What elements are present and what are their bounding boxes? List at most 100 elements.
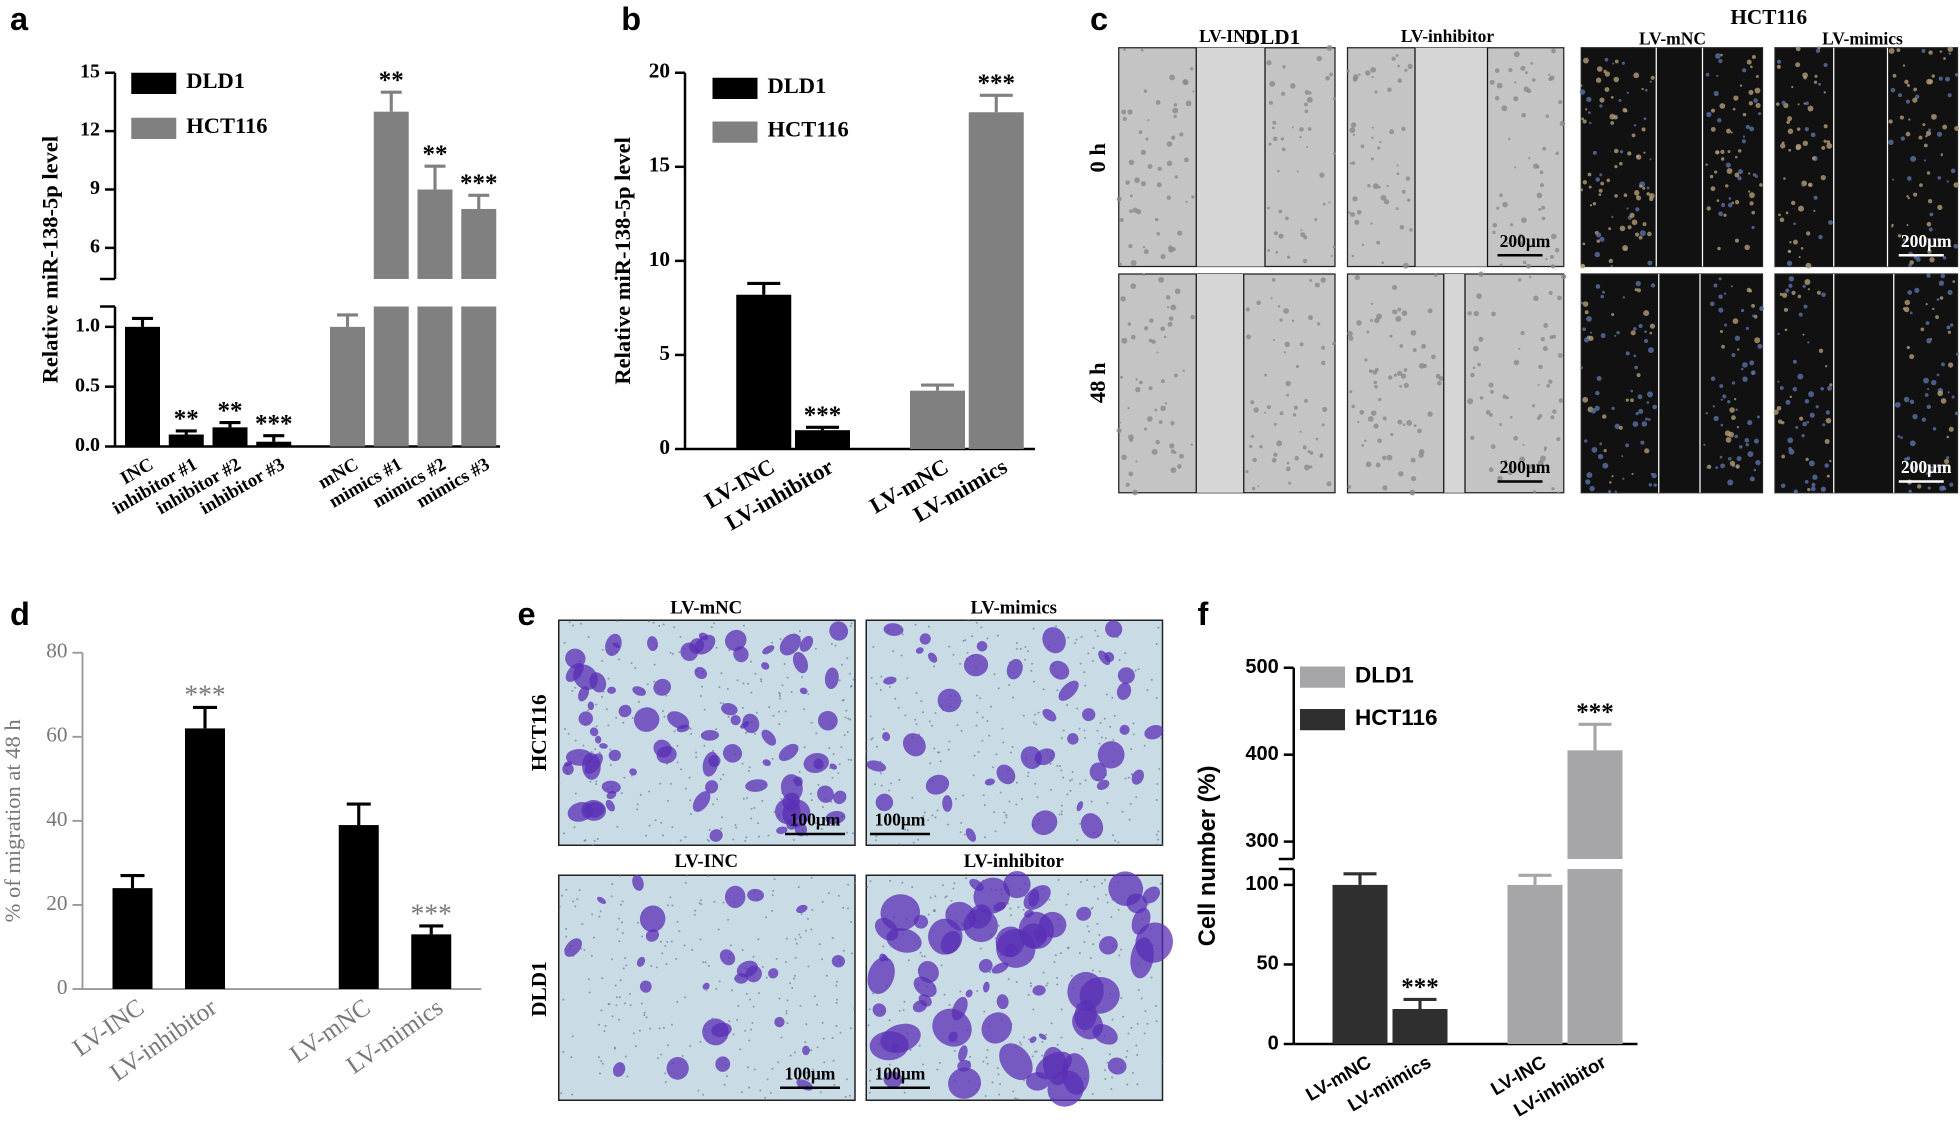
cell [1147,119,1150,122]
cell-blob [761,662,770,670]
cell [1433,273,1438,277]
pore [1071,771,1074,774]
cell [1170,467,1177,474]
pore [727,715,730,718]
cell [1492,230,1496,235]
cell [1807,487,1811,492]
cell [1421,343,1427,349]
pore [597,1056,600,1059]
pore [877,1075,880,1078]
cell [1732,107,1736,111]
pore [736,679,739,682]
pore [715,646,718,649]
cell [1888,119,1893,124]
cell [1939,296,1944,300]
cell [1541,216,1546,221]
cell [1541,205,1546,210]
cell [1906,195,1909,198]
cell [1594,405,1600,411]
cell [1251,486,1256,491]
cell [1604,57,1609,62]
cell [1729,407,1735,413]
pore [959,990,962,993]
pore [872,645,875,648]
cell [1751,303,1755,308]
cell [1271,457,1277,463]
cell-blob [1023,885,1051,910]
pore [684,881,687,884]
cell [1920,327,1925,332]
cell [1746,287,1752,293]
cell-blob [578,686,590,702]
pore [1118,954,1121,957]
error-bar [806,425,839,431]
cell [1919,183,1923,188]
pore [799,936,802,939]
cell [1378,397,1382,402]
cell [1947,330,1952,334]
cell [1776,405,1782,411]
pore [1143,744,1146,747]
cell [1400,373,1407,379]
cell [1927,486,1931,490]
pore [901,881,904,884]
pore [1029,982,1032,985]
pore [719,702,722,705]
pore [707,840,710,843]
pore [699,938,702,941]
cell [1366,330,1370,334]
pore [689,727,692,730]
cell [1245,469,1249,474]
pore [595,783,598,786]
cell [1306,96,1313,103]
cell [1611,215,1614,219]
cell-blob [793,776,803,787]
cell-line-label: DLD1 [1245,25,1301,49]
cell [1588,121,1592,125]
cell [1950,168,1956,174]
pore [1114,839,1117,842]
cell [1138,130,1143,135]
cell [1361,243,1365,247]
cell [1802,284,1806,288]
cell [1517,278,1522,282]
pore [622,721,625,724]
y-tick-label: 300 [1245,830,1278,852]
cell [1944,463,1948,467]
pore [765,976,768,979]
pore [732,838,735,841]
cell [1739,445,1743,449]
pore [948,740,951,743]
y-tick-label: 40 [46,807,67,831]
cell [1580,301,1583,305]
cell-blob [705,780,719,794]
cell [1374,384,1378,389]
cell [1720,398,1723,401]
pore [919,951,922,954]
cell [1351,404,1355,409]
cell [1409,228,1413,232]
cell [1351,254,1355,258]
cell [1147,164,1153,170]
cell [1926,171,1931,175]
pore [997,1073,1000,1076]
pore [703,708,706,711]
pore [1058,813,1061,816]
pore [615,996,618,999]
cell [1712,405,1716,408]
pore [831,1037,834,1040]
pore [810,799,813,802]
panel-letter: d [10,596,30,632]
pore [1057,878,1060,881]
pore [996,1067,999,1070]
cell [1825,417,1832,424]
significance: *** [804,402,842,429]
pore [605,708,608,711]
cell [1814,74,1818,78]
pore [766,1078,769,1081]
bar [168,434,204,447]
cell [1424,364,1427,367]
cell-blob [792,651,809,674]
cell [1907,197,1910,200]
cell [1142,246,1146,249]
